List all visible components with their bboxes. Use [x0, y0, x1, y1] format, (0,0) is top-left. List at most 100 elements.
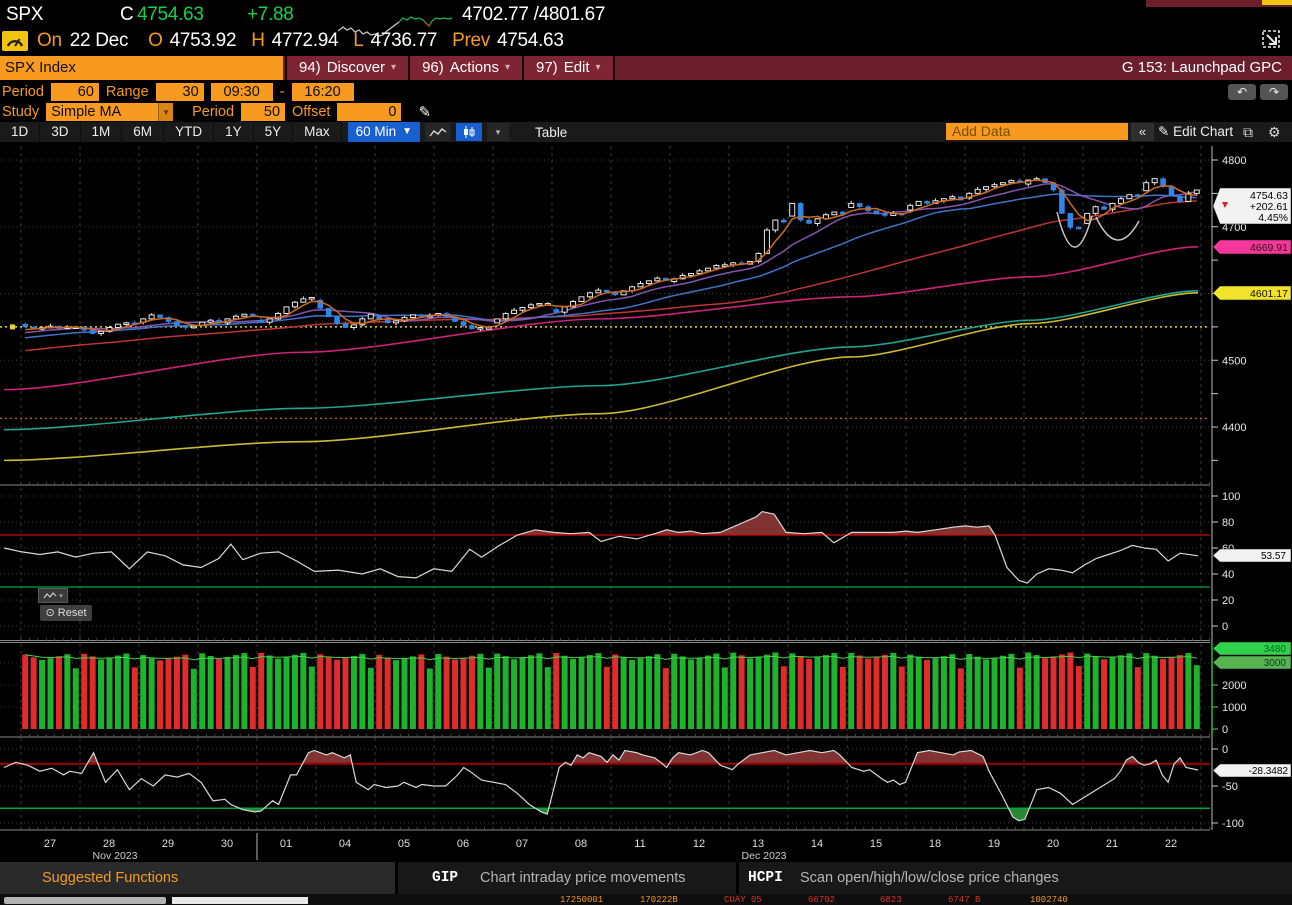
chart-type-dropdown[interactable]: ▾ — [487, 123, 510, 141]
svg-text:07: 07 — [516, 838, 528, 850]
time-to-input[interactable]: 16:20 — [291, 82, 354, 101]
svg-text:08: 08 — [575, 838, 587, 850]
horizontal-scrollbar-thumb[interactable] — [4, 897, 166, 904]
redo-button[interactable]: ↷ — [1260, 84, 1288, 100]
annotation-arc — [1056, 211, 1093, 248]
reset-label: Reset — [57, 607, 87, 619]
suggested-functions-panel[interactable]: Suggested Functions — [0, 862, 398, 894]
study-period-input[interactable]: 50 — [241, 102, 286, 121]
svg-text:20: 20 — [1222, 595, 1234, 607]
menu-label: Discover — [326, 59, 386, 76]
svg-text:22: 22 — [1165, 838, 1177, 850]
range-1d[interactable]: 1D — [0, 122, 41, 142]
study-type-mini-button[interactable]: ▾ — [38, 588, 68, 603]
chart-settings-icon[interactable]: ⧉ — [1243, 124, 1253, 140]
change-down-icon — [1222, 202, 1228, 208]
menu-label: Actions — [449, 59, 499, 76]
svg-text:4800: 4800 — [1222, 155, 1246, 167]
hcpi-function-link[interactable]: HCPI — [748, 870, 783, 886]
chevron-down-icon: ▾ — [391, 62, 397, 73]
rsi-value-tag — [1212, 548, 1292, 563]
menu-edit[interactable]: 97) Edit ▾ — [522, 56, 615, 80]
svg-text:80: 80 — [1222, 517, 1234, 529]
scrollbar-segment[interactable] — [172, 897, 308, 904]
wpr-upper-fill — [87, 752, 99, 764]
svg-text:-50: -50 — [1222, 781, 1238, 793]
svg-text:12: 12 — [693, 838, 705, 850]
gip-chart[interactable]: 48004700450044001008060402000100020000-5… — [0, 142, 1292, 864]
wpr-upper-fill — [738, 750, 849, 764]
menu-discover[interactable]: 94) Discover ▾ — [285, 56, 409, 80]
wpr-upper-fill — [1124, 756, 1142, 764]
svg-text:04: 04 — [339, 838, 351, 850]
time-from-input[interactable]: 09:30 — [210, 82, 273, 101]
range-1y[interactable]: 1Y — [214, 122, 254, 142]
study-period-label: Period — [192, 103, 235, 120]
reset-button[interactable]: ⊙ Reset — [40, 605, 92, 621]
ma-orange — [25, 179, 1197, 332]
launchpad-window-edge — [1146, 0, 1292, 7]
line-chart-icon[interactable] — [425, 123, 452, 141]
edit-chart-button[interactable]: ✎ Edit Chart — [1158, 124, 1234, 139]
ticker-fragment: 66702 — [808, 895, 836, 905]
gauge-icon — [2, 31, 28, 51]
range-ytd[interactable]: YTD — [164, 122, 215, 142]
range-high: 4801.67 — [538, 4, 606, 25]
svg-text:4601.17: 4601.17 — [1250, 288, 1288, 300]
caret-down-icon: ▼ — [402, 126, 413, 137]
svg-text:4500: 4500 — [1222, 355, 1246, 367]
menu-number: 94) — [299, 59, 321, 76]
interval-select[interactable]: 60 Min ▼ — [347, 122, 421, 142]
gear-icon[interactable]: ⚙ — [1268, 124, 1281, 140]
svg-text:06: 06 — [457, 838, 469, 850]
command-bar: SPX Index 94) Discover ▾ 96) Actions ▾ 9… — [0, 56, 1292, 80]
ma-blue — [25, 193, 1197, 339]
menu-label: Edit — [563, 59, 590, 76]
pencil-icon[interactable]: ✎ — [418, 103, 432, 121]
svg-text:40: 40 — [1222, 569, 1234, 581]
magenta-ma — [3, 245, 1199, 391]
wpr-upper-fill — [572, 750, 663, 764]
interval-value: 60 Min — [355, 124, 397, 139]
security-input[interactable]: SPX Index — [0, 56, 283, 80]
volume-value-tag — [1212, 641, 1292, 656]
range-max[interactable]: Max — [293, 122, 342, 142]
launchpad-window-corner — [1262, 0, 1292, 5]
menu-number: 96) — [422, 59, 444, 76]
ma-red — [25, 200, 1197, 352]
annotation-arc — [1095, 216, 1140, 241]
study-label: Study — [2, 103, 40, 120]
study-select[interactable]: Simple MA ▾ — [46, 102, 174, 121]
add-data-input[interactable]: Add Data — [946, 123, 1128, 140]
offset-input[interactable]: 0 — [337, 102, 402, 121]
range-5y[interactable]: 5Y — [254, 122, 294, 142]
period-input[interactable]: 60 — [50, 82, 99, 101]
menu-actions[interactable]: 96) Actions ▾ — [408, 56, 522, 80]
gip-function-link[interactable]: GIP — [432, 870, 459, 886]
low-value: 4736.77 — [370, 30, 438, 51]
study-row: Study Simple MA ▾ Period 50 Offset 0 ✎ — [2, 102, 431, 121]
collapse-panel-button[interactable]: « — [1131, 123, 1154, 141]
rsi-line — [3, 510, 1199, 584]
svg-text:05: 05 — [398, 838, 410, 850]
svg-text:0: 0 — [1222, 621, 1228, 633]
ticker-symbol: SPX — [6, 4, 44, 25]
candlestick-chart-icon[interactable] — [456, 123, 483, 141]
range-1m[interactable]: 1M — [81, 122, 123, 142]
range-input[interactable]: 30 — [155, 82, 204, 101]
close-label: C — [120, 4, 134, 25]
undo-button[interactable]: ↶ — [1228, 84, 1256, 100]
svg-text:14: 14 — [811, 838, 823, 850]
expand-window-icon[interactable] — [1258, 26, 1284, 52]
range-6m[interactable]: 6M — [122, 122, 165, 142]
period-label: Period — [2, 83, 44, 100]
prev-value: 4754.63 — [497, 30, 564, 51]
range-3d[interactable]: 3D — [40, 122, 81, 142]
svg-text:0: 0 — [1222, 724, 1228, 736]
chart-overlay-controls: ▾ ⊙ Reset — [38, 588, 92, 621]
svg-text:28: 28 — [103, 838, 115, 850]
svg-text:19: 19 — [988, 838, 1000, 850]
table-button[interactable]: Table — [535, 124, 568, 140]
ticker-fragment: 6823 — [880, 895, 902, 905]
